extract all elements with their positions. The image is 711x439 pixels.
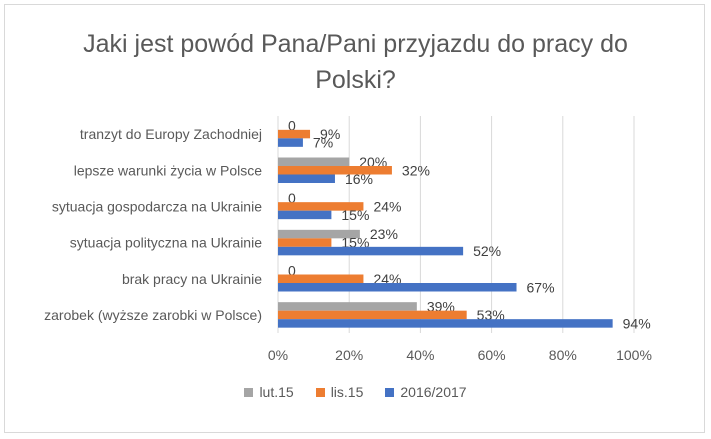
data-label: 32% (402, 162, 430, 178)
bar-lis15-5 (278, 310, 467, 320)
bar-lut15-5 (278, 302, 417, 311)
data-label: 20% (359, 154, 387, 170)
legend: lut.15 lis.15 2016/2017 (0, 384, 711, 400)
legend-item-2016-2017: 2016/2017 (385, 384, 467, 400)
x-tick-label: 40% (406, 347, 434, 363)
data-label: 0 (288, 118, 296, 134)
x-tick-label: 80% (549, 347, 577, 363)
chart-frame (4, 4, 705, 433)
legend-item-lis15: lis.15 (315, 384, 364, 400)
x-tick-label: 20% (335, 347, 363, 363)
data-label: 0 (288, 190, 296, 206)
category-label: zarobek (wyższe zarobki w Polsce) (44, 307, 262, 323)
legend-label-2016-2017: 2016/2017 (400, 384, 467, 400)
data-label: 9% (320, 126, 340, 142)
legend-item-lut15: lut.15 (244, 384, 294, 400)
x-tick-label: 100% (616, 347, 652, 363)
data-label: 39% (427, 298, 455, 314)
data-label: 15% (341, 207, 369, 223)
bar-20162017-0 (278, 138, 303, 147)
data-label: 53% (477, 307, 505, 323)
category-label: lepsze warunki życia w Polsce (74, 162, 263, 178)
data-label: 16% (345, 171, 373, 187)
bar-lut15-1 (278, 157, 350, 166)
bar-lut15-3 (278, 229, 360, 239)
bar-lis15-0 (278, 129, 311, 139)
chart-title-line-2: Polski? (315, 66, 396, 94)
data-label: 7% (313, 135, 333, 151)
x-tick-label: 0% (268, 347, 288, 363)
bar-20162017-1 (278, 174, 335, 183)
bar-lis15-3 (278, 238, 332, 247)
legend-swatch-lis15 (315, 387, 325, 397)
bar-20162017-3 (278, 246, 464, 256)
bar-lis15-1 (278, 166, 392, 175)
data-label: 67% (527, 279, 555, 295)
chart-title-line-1: Jaki jest powód Pana/Pani przyjazdu do p… (83, 30, 628, 58)
bar-20162017-4 (278, 283, 517, 292)
data-label: 24% (373, 198, 401, 214)
data-label: 52% (473, 243, 501, 259)
category-label: tranzyt do Europy Zachodniej (80, 126, 262, 142)
bar-lis15-4 (278, 274, 364, 283)
data-label: 94% (623, 315, 651, 331)
chart-title: Jaki jest powód Pana/Pani przyjazdu do p… (0, 26, 711, 98)
bar-lis15-2 (278, 202, 364, 211)
category-label: sytuacja polityczna na Ukrainie (70, 235, 262, 251)
bar-20162017-5 (278, 319, 613, 328)
legend-swatch-2016-2017 (385, 387, 395, 397)
data-label: 0 (288, 262, 296, 278)
data-label: 23% (370, 226, 398, 242)
legend-label-lut15: lut.15 (259, 384, 294, 400)
legend-swatch-lut15 (244, 387, 254, 397)
category-label: sytuacja gospodarcza na Ukrainie (52, 198, 262, 214)
category-label: brak pracy na Ukrainie (122, 271, 262, 287)
data-label: 15% (341, 235, 369, 251)
x-tick-label: 60% (478, 347, 506, 363)
bar-20162017-2 (278, 210, 332, 220)
legend-label-lis15: lis.15 (330, 384, 364, 400)
data-label: 24% (373, 271, 401, 287)
